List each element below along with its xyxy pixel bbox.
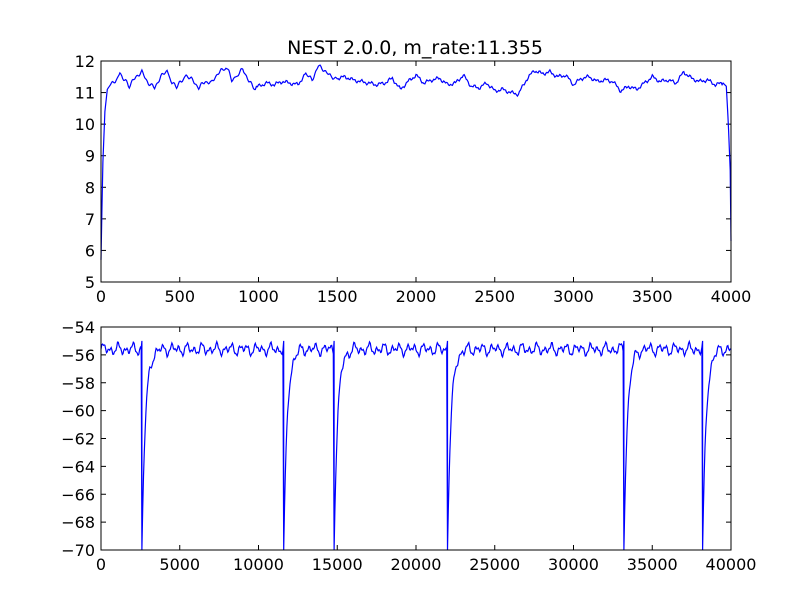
x-tick-label: 40000	[706, 555, 757, 574]
y-tick-label: 8	[85, 178, 95, 197]
y-tick-label: −70	[61, 541, 95, 560]
y-tick-label: −60	[61, 402, 95, 421]
voltage-line	[100, 339, 732, 551]
y-tick-label: 6	[85, 241, 95, 260]
y-tick-label: −56	[61, 346, 95, 365]
top-axis-ticks: 0 500 1000 1500 2000 2500 3000 3500 4000 5 6 7 8 9 10 1…	[75, 52, 752, 306]
y-tick-label: 5	[85, 273, 95, 292]
bottom-axis-ticks: 0 5000 10000 15000 20000 25000 30000 35000 40000…	[61, 318, 756, 574]
x-tick-label: 10000	[233, 555, 284, 574]
x-tick-label: 500	[164, 287, 195, 306]
x-tick-label: 25000	[469, 555, 520, 574]
y-tick-label: −62	[61, 430, 95, 449]
x-tick-label: 15000	[312, 555, 363, 574]
y-tick-label: −64	[61, 457, 95, 476]
x-tick-label: 4000	[711, 287, 752, 306]
x-tick-label: 0	[96, 555, 106, 574]
bottom-chart-frame	[100, 326, 732, 551]
x-tick-label: 2000	[396, 287, 437, 306]
y-tick-label: −54	[61, 318, 95, 337]
y-tick-label: 9	[85, 147, 95, 166]
top-chart-title: NEST 2.0.0, m_rate:11.355	[287, 37, 543, 59]
x-tick-label: 30000	[548, 555, 599, 574]
x-tick-label: 5000	[159, 555, 200, 574]
y-tick-label: −58	[61, 374, 95, 393]
x-tick-label: 35000	[627, 555, 678, 574]
x-tick-label: 2500	[474, 287, 515, 306]
bottom-chart: 0 5000 10000 15000 20000 25000 30000 35000 40000…	[61, 318, 756, 574]
y-tick-label: 11	[75, 84, 95, 103]
x-tick-label: 20000	[391, 555, 442, 574]
x-tick-label: 0	[96, 287, 106, 306]
top-series	[100, 64, 732, 260]
y-tick-label: 10	[75, 115, 95, 134]
x-tick-label: 3500	[632, 287, 673, 306]
y-tick-label: 7	[85, 210, 95, 229]
y-tick-label: 12	[75, 52, 95, 71]
x-tick-label: 1500	[317, 287, 358, 306]
bottom-series	[100, 339, 732, 551]
x-tick-label: 3000	[553, 287, 594, 306]
x-tick-label: 1000	[238, 287, 279, 306]
top-chart-frame	[100, 60, 732, 283]
y-tick-label: −68	[61, 513, 95, 532]
y-tick-label: −66	[61, 485, 95, 504]
rate-line	[100, 64, 732, 260]
top-chart: NEST 2.0.0, m_rate:11.355 0 500 1000 1500 20…	[75, 37, 752, 306]
